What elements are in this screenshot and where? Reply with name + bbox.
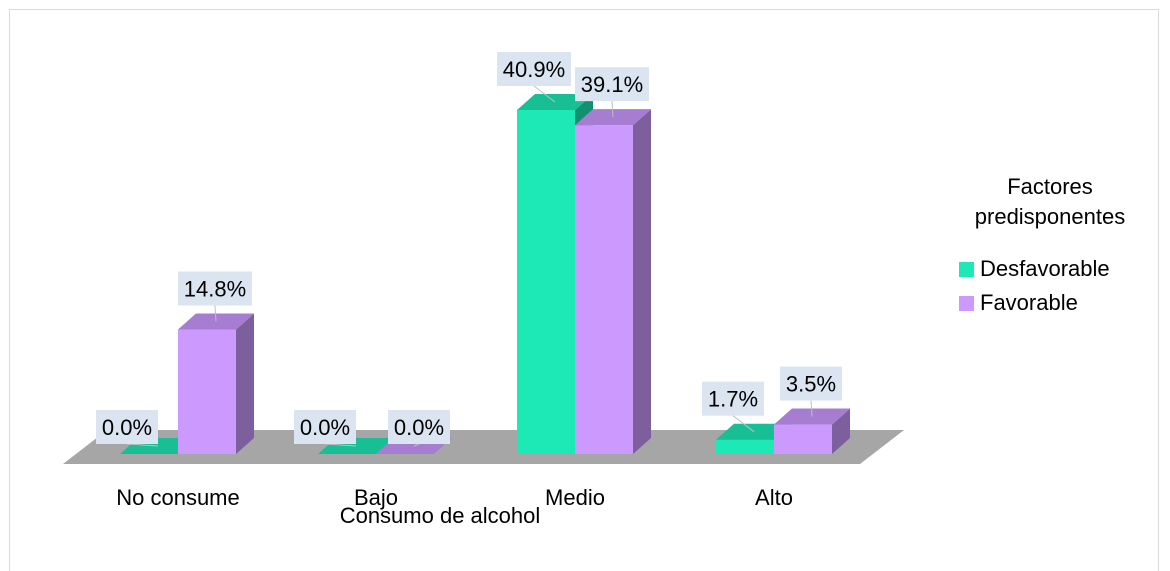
bar-favorable-alto-leader (810, 400, 813, 417)
bar-desfavorable-bajo-label: 0.0% (300, 415, 350, 440)
legend-swatch-desfavorable (959, 261, 974, 277)
bar-desfavorable-medio-label: 40.9% (503, 57, 565, 82)
bar-favorable-medio-leader (611, 101, 614, 118)
legend-item-favorable: Favorable (959, 286, 1155, 320)
bar-desfavorable-no-consume-label-box (96, 410, 158, 444)
bar-desfavorable-alto-label: 1.7% (708, 387, 758, 412)
bar-desfavorable-medio-label-box (497, 52, 571, 86)
x-tick-no-consume: No consume (116, 485, 240, 510)
bar-desfavorable-alto-leader (732, 415, 755, 433)
bar-favorable-no-consume-label-box (178, 271, 252, 306)
bar-favorable-bajo-leader (413, 443, 420, 447)
bar-desfavorable-bajo-leader (324, 443, 357, 447)
bar-favorable-medio (575, 109, 651, 454)
bar-favorable-bajo-label: 0.0% (394, 415, 444, 440)
legend-swatch-favorable (959, 295, 974, 311)
x-axis-title: Consumo de alcohol (339, 503, 541, 528)
x-tick-alto: Alto (755, 485, 793, 510)
bar-favorable-alto-label-box (780, 366, 842, 401)
bar-favorable-bajo-label-box (388, 410, 450, 444)
bar-favorable-alto-side (832, 408, 850, 454)
legend-label-favorable: Favorable (980, 290, 1078, 315)
bar-favorable-medio-front (575, 125, 633, 454)
bar-desfavorable-no-consume-leader (126, 443, 159, 447)
bar-favorable-no-consume-leader (214, 305, 217, 322)
x-tick-bajo: Bajo (354, 485, 398, 510)
bar-desfavorable-bajo-label-box (294, 410, 356, 444)
bar-favorable-no-consume-label: 14.8% (184, 277, 246, 302)
bar-desfavorable-medio-leader (533, 85, 556, 103)
bar-favorable-alto-front (774, 424, 832, 454)
bar-favorable-no-consume-side (236, 313, 254, 454)
bar-desfavorable-alto-front (716, 439, 774, 454)
floor-plane (63, 430, 904, 464)
bar-favorable-no-consume-front (178, 329, 236, 454)
bar-favorable-no-consume (178, 313, 254, 454)
bar-favorable-alto-label: 3.5% (786, 372, 836, 397)
legend-item-desfavorable: Desfavorable (959, 252, 1155, 286)
bar-favorable-medio-label: 39.1% (581, 72, 643, 97)
bar-favorable-medio-label-box (575, 67, 649, 102)
legend-label-desfavorable: Desfavorable (980, 256, 1110, 281)
legend-title: Factores predisponentes (974, 174, 1126, 229)
bar-desfavorable-alto-label-box (702, 381, 764, 416)
bar-desfavorable-medio-front (517, 110, 575, 454)
bar-favorable-medio-side (633, 109, 651, 454)
bar-desfavorable-no-consume-label: 0.0% (102, 415, 152, 440)
legend: Factores predisponentes Desfavorable Fav… (945, 172, 1155, 320)
x-tick-medio: Medio (545, 485, 605, 510)
